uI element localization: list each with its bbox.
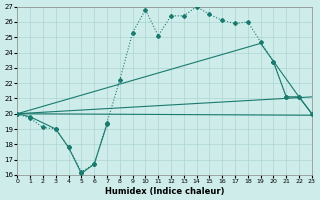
X-axis label: Humidex (Indice chaleur): Humidex (Indice chaleur) [105, 187, 224, 196]
